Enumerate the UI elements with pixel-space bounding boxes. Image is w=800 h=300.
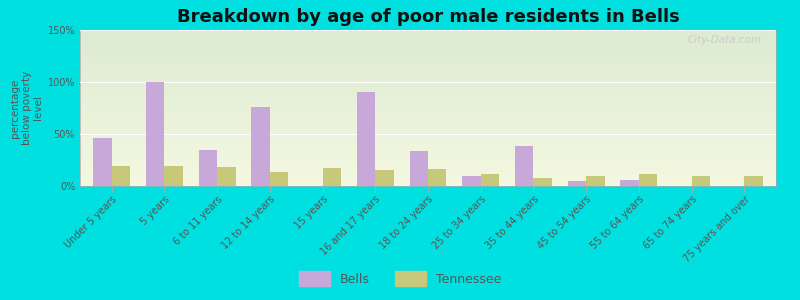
Bar <box>639 173 658 186</box>
Bar <box>217 167 235 186</box>
Bar <box>692 176 710 186</box>
Bar <box>481 173 499 186</box>
Bar <box>164 166 183 186</box>
Bar <box>270 172 288 186</box>
Bar <box>744 176 763 186</box>
Bar <box>198 150 217 186</box>
Bar <box>568 181 586 186</box>
Bar <box>515 146 534 186</box>
Y-axis label: percentage
below poverty
level: percentage below poverty level <box>10 71 43 145</box>
Bar <box>462 176 481 186</box>
Bar <box>357 92 375 186</box>
Bar <box>251 107 270 186</box>
Bar <box>428 169 446 186</box>
Bar <box>375 170 394 186</box>
Bar <box>534 178 552 186</box>
Bar <box>146 82 164 186</box>
Text: City-Data.com: City-Data.com <box>688 35 762 45</box>
Bar <box>586 176 605 186</box>
Bar <box>621 180 639 186</box>
Bar <box>93 138 112 186</box>
Title: Breakdown by age of poor male residents in Bells: Breakdown by age of poor male residents … <box>177 8 679 26</box>
Legend: Bells, Tennessee: Bells, Tennessee <box>294 266 506 291</box>
Bar <box>112 166 130 186</box>
Bar <box>322 168 341 186</box>
Bar <box>410 151 428 186</box>
